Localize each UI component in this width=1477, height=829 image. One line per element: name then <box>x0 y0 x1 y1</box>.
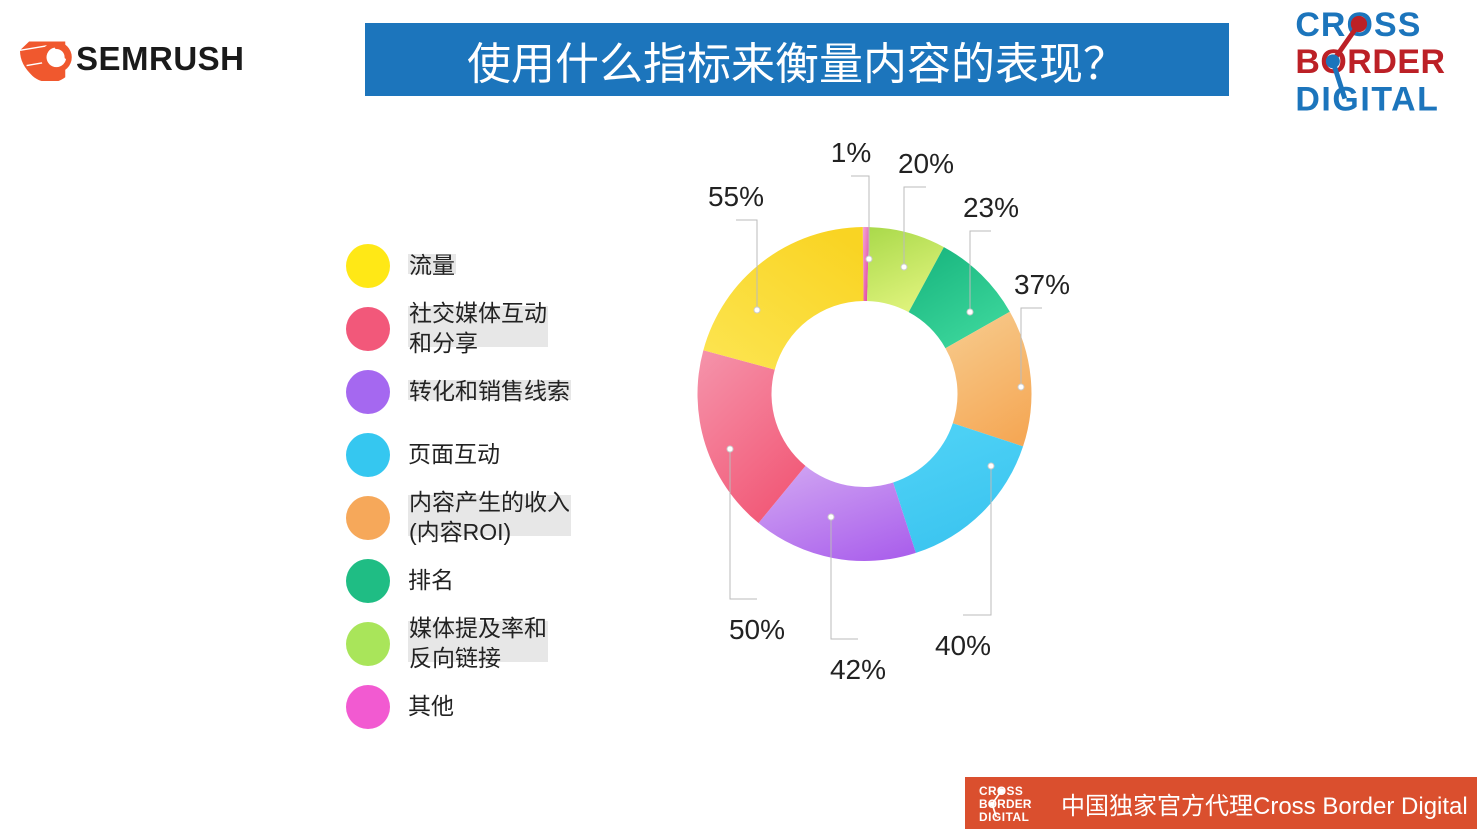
svg-text:1%: 1% <box>831 137 871 168</box>
svg-text:50%: 50% <box>729 614 785 645</box>
svg-text:55%: 55% <box>708 181 764 212</box>
svg-text:42%: 42% <box>830 654 886 685</box>
svg-text:23%: 23% <box>963 192 1019 223</box>
svg-text:40%: 40% <box>935 630 991 661</box>
svg-text:37%: 37% <box>1014 269 1070 300</box>
svg-text:20%: 20% <box>898 148 954 179</box>
